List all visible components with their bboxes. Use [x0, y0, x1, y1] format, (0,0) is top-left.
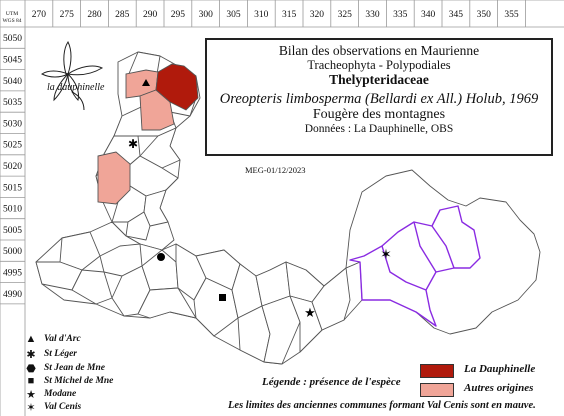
val-cenis-boundary: [349, 205, 481, 327]
x-tick-label: 345: [449, 10, 464, 20]
x-tick-label: 350: [477, 10, 492, 20]
family-name: Thelypteridaceae: [329, 72, 429, 88]
utm-label: UTM: [6, 11, 18, 17]
y-tick-label: 5030: [3, 119, 22, 129]
val-cenis-boundary: [381, 245, 427, 291]
legend-swatch-other: [420, 383, 454, 397]
legend-label: La Dauphinelle: [464, 363, 536, 375]
species-name: Oreopteris limbosperma (Bellardi ex All.…: [219, 91, 539, 108]
legend-label: Autres origines: [464, 382, 534, 394]
y-tick-label: 5015: [3, 183, 22, 193]
y-tick-label: 5020: [3, 162, 22, 172]
st-michel-marker: [219, 294, 226, 301]
commune-area: [59, 231, 101, 271]
commune-area: [71, 269, 113, 305]
common-name: Fougère des montagnes: [312, 107, 446, 123]
x-tick-label: 320: [310, 10, 325, 20]
x-tick-label: 330: [365, 10, 380, 20]
logo-text: la dauphinelle: [47, 82, 105, 93]
x-tick-label: 325: [338, 10, 353, 20]
x-tick-label: 355: [504, 10, 519, 20]
commune-area: [345, 169, 541, 335]
place-label: St Michel de Mne: [44, 376, 114, 386]
commune-area: [289, 295, 323, 353]
x-tick-label: 295: [171, 10, 186, 20]
val-darc-marker: [142, 79, 150, 86]
place-label: St Léger: [44, 349, 77, 359]
legend-title: Légende : présence de l'espèce: [262, 376, 401, 388]
data-source: Données : La Dauphinelle, OBS: [304, 123, 454, 136]
x-tick-label: 315: [282, 10, 297, 20]
y-tick-label: 4995: [3, 268, 22, 278]
x-tick-label: 300: [199, 10, 214, 20]
commune-area: [311, 267, 351, 331]
x-tick-label: 310: [254, 10, 269, 20]
place-label: Modane: [44, 389, 77, 399]
x-tick-label: 270: [32, 10, 47, 20]
y-tick-label: 5000: [3, 247, 22, 257]
square-icon: ■: [27, 375, 35, 387]
x-tick-label: 335: [393, 10, 408, 20]
val-cenis-marker: ✶: [380, 247, 392, 263]
asterisk-icon: ✱: [26, 349, 36, 361]
place-label: St Jean de Mne: [44, 363, 105, 373]
y-tick-label: 5025: [3, 141, 22, 151]
x-tick-label: 280: [87, 10, 102, 20]
st-jean-marker: [157, 253, 165, 261]
flower-icon: [41, 41, 104, 111]
val-cenis-boundary: [413, 221, 437, 273]
y-tick-label: 5035: [3, 98, 22, 108]
modane-marker: ★: [304, 306, 316, 321]
x-tick-label: 290: [143, 10, 158, 20]
x-tick-label: 285: [115, 10, 130, 20]
y-tick-label: 5005: [3, 226, 22, 236]
date-stamp: MEG-01/12/2023: [245, 165, 306, 175]
y-tick-label: 5045: [3, 55, 22, 65]
y-tick-label: 5040: [3, 77, 22, 87]
title-box: Bilan des observations en Maurienne Trac…: [205, 38, 553, 156]
presence-other-origins: [97, 151, 131, 205]
presence-dauphinelle: [155, 63, 199, 111]
utm-datum-label: WGS 84: [2, 18, 21, 24]
y-tick-label: 5010: [3, 205, 22, 215]
x-axis-ticks: 270 275 280 285 290 295 300 305 310 315 320 325 330 3…: [32, 10, 519, 20]
footnote: Les limites des anciennes communes forma…: [228, 400, 536, 411]
six-point-star-icon: ✶: [26, 402, 36, 414]
triangle-icon: ▲: [25, 333, 37, 345]
place-label: Val Cenis: [44, 402, 82, 412]
x-tick-label: 275: [60, 10, 75, 20]
hexagon-icon: ⬣: [26, 363, 36, 375]
star-icon: ★: [26, 389, 36, 401]
commune-area: [125, 211, 151, 241]
x-tick-label: 340: [421, 10, 436, 20]
y-axis-ticks: 5050 5045 5040 5035 5030 5025 5020 5015 5010 5005…: [3, 34, 22, 300]
title-line-2: Tracheophyta - Polypodiales: [307, 58, 451, 73]
x-tick-label: 305: [226, 10, 241, 20]
place-label: Val d'Arc: [44, 334, 81, 344]
val-cenis-boundary: [431, 225, 455, 269]
legend-swatch-dauphinelle: [420, 364, 454, 378]
y-tick-label: 5050: [3, 34, 22, 44]
y-tick-label: 4990: [3, 290, 22, 300]
st-leger-marker: ✱: [128, 137, 138, 151]
title-line-1: Bilan des observations en Maurienne: [278, 43, 480, 58]
